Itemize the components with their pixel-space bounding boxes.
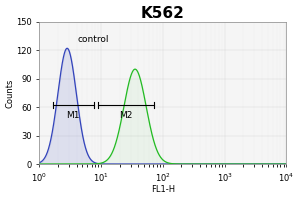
Text: control: control	[78, 35, 109, 44]
Title: K562: K562	[141, 6, 185, 21]
X-axis label: FL1-H: FL1-H	[151, 185, 175, 194]
Text: M2: M2	[119, 111, 133, 120]
Text: M1: M1	[67, 111, 80, 120]
Y-axis label: Counts: Counts	[6, 78, 15, 108]
